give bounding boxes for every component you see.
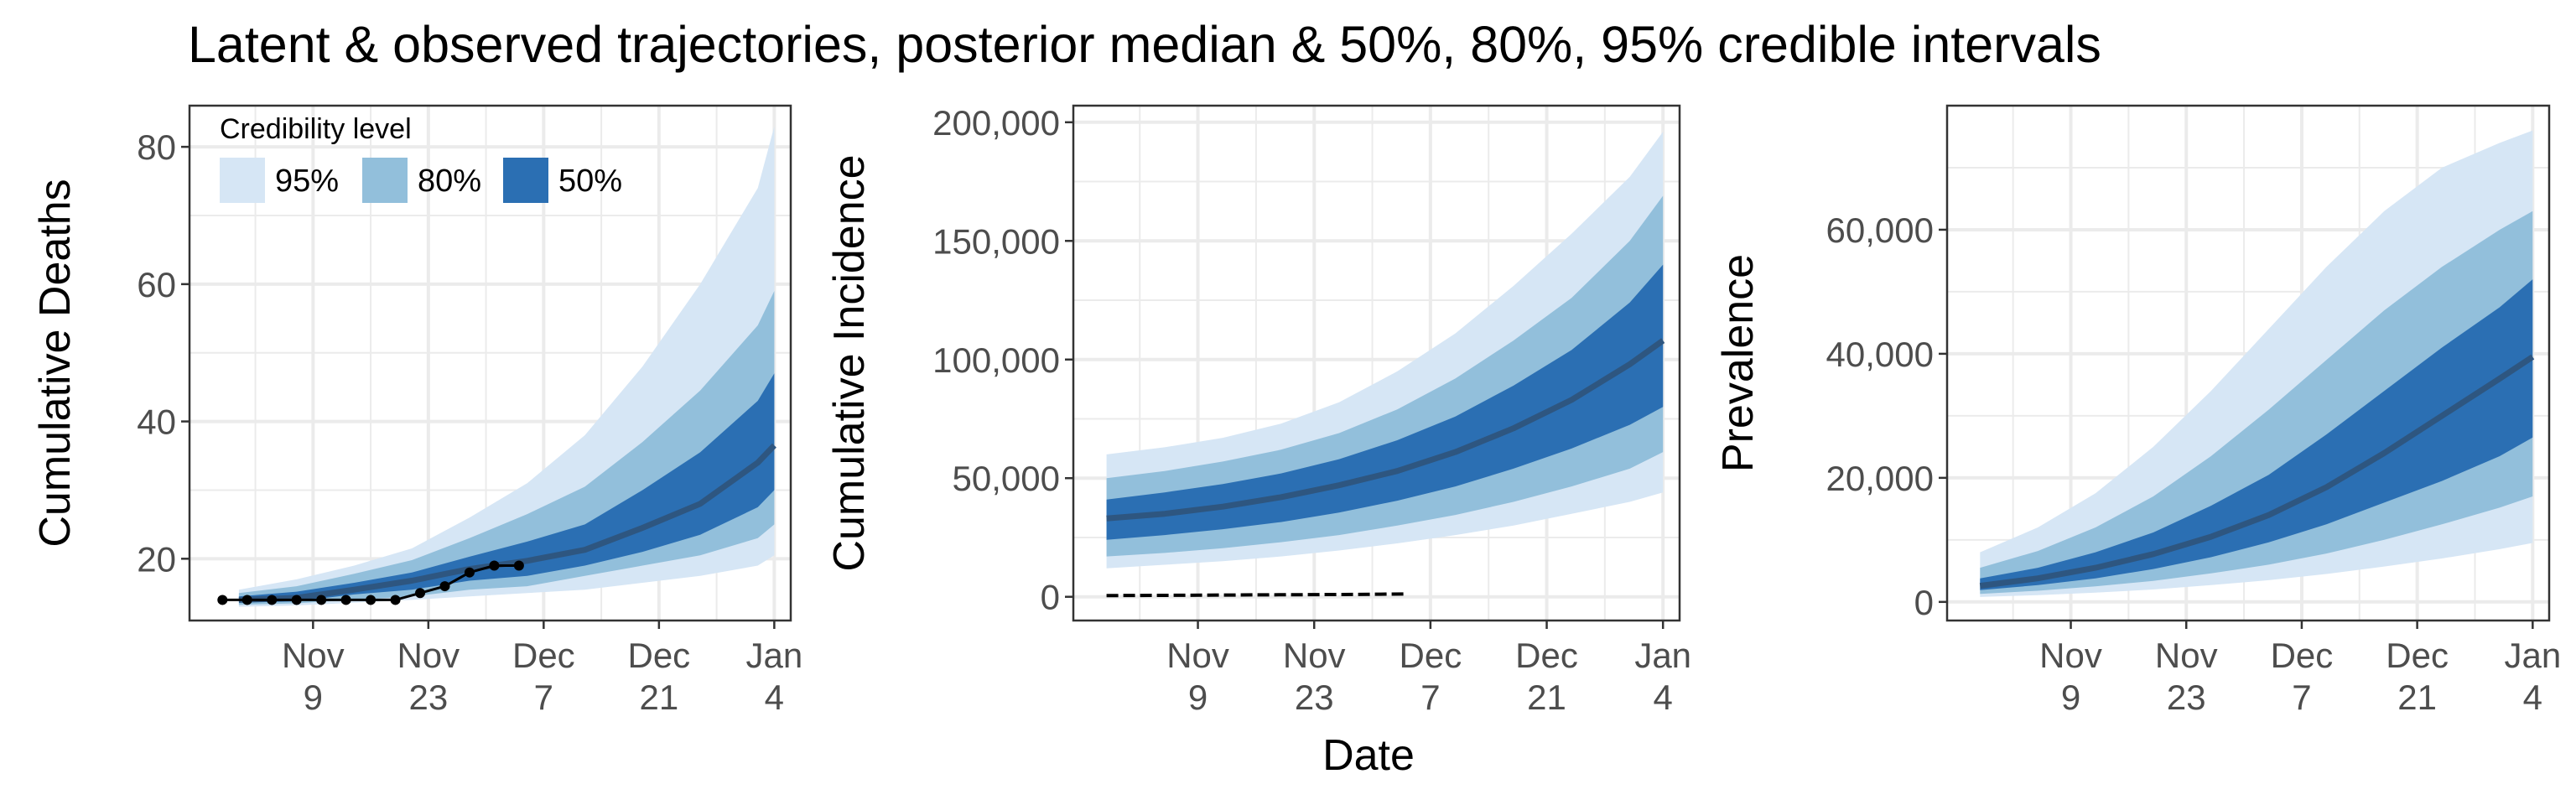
observed-point — [415, 588, 426, 599]
x-tick-label: 9 — [2061, 678, 2080, 717]
panel-border — [1072, 104, 1681, 622]
y-axis-label: Cumulative Deaths — [31, 179, 80, 547]
observed-point — [267, 595, 278, 605]
y-tick-label: 80 — [137, 127, 176, 167]
x-tick-label: 7 — [2292, 678, 2311, 717]
observed-point — [464, 567, 475, 578]
observed-point — [513, 560, 524, 571]
chart-title: Latent & observed trajectories, posterio… — [188, 16, 2101, 73]
observed-point — [390, 595, 401, 605]
y-axis-label: Cumulative Incidence — [825, 154, 874, 571]
panel-3: 020,00040,00060,000Nov9Nov23Dec7Dec21Jan… — [1714, 104, 2561, 717]
x-tick-label: 4 — [1654, 678, 1673, 717]
observed-point — [291, 595, 302, 605]
x-tick-label: 21 — [639, 678, 678, 717]
x-axis-label: Date — [1322, 731, 1415, 780]
x-tick-label: 21 — [2397, 678, 2437, 717]
panel-2: 050,000100,000150,000200,000Nov9Nov23Dec… — [825, 103, 1691, 717]
observed-point — [242, 595, 252, 605]
y-tick-label: 20 — [137, 539, 176, 579]
y-tick-label: 200,000 — [932, 103, 1060, 143]
y-tick-label: 50,000 — [953, 459, 1060, 498]
legend-swatch — [362, 158, 408, 203]
x-tick-label: Dec — [1515, 636, 1578, 675]
median-line — [1106, 338, 1665, 522]
x-tick-label: Dec — [627, 636, 690, 675]
x-tick-label: 7 — [1420, 678, 1440, 717]
legend-swatch — [220, 158, 265, 203]
x-tick-label: 23 — [2167, 678, 2206, 717]
legend-title: Credibility level — [220, 113, 412, 145]
x-tick-label: 23 — [1295, 678, 1334, 717]
y-tick-label: 150,000 — [932, 221, 1060, 261]
legend: Credibility level 95% 80% 50% — [220, 113, 622, 203]
observed-point — [366, 595, 377, 605]
y-tick-label: 0 — [1914, 583, 1934, 622]
x-tick-label: Dec — [512, 636, 575, 675]
x-tick-label: Nov — [1283, 636, 1346, 675]
band-50pct — [1980, 279, 2533, 590]
y-tick-label: 40,000 — [1826, 335, 1934, 374]
x-tick-label: Jan — [745, 636, 802, 675]
x-tick-label: 4 — [2523, 678, 2542, 717]
band-80pct — [1106, 195, 1664, 557]
x-tick-label: Jan — [1634, 636, 1691, 675]
median-line — [238, 443, 776, 603]
x-tick-label: Nov — [397, 636, 460, 675]
x-tick-label: 7 — [534, 678, 553, 717]
y-tick-label: 0 — [1041, 578, 1060, 617]
x-tick-label: 4 — [765, 678, 784, 717]
legend-label: 95% — [275, 164, 339, 199]
median-line — [1979, 354, 2535, 589]
x-tick-label: 23 — [408, 678, 448, 717]
legend-label: 50% — [558, 164, 622, 199]
panel-border — [188, 104, 792, 622]
legend-label: 80% — [418, 164, 481, 199]
panel-border — [1945, 104, 2551, 622]
legend-swatch — [503, 158, 548, 203]
y-tick-label: 40 — [137, 402, 176, 442]
x-tick-label: Dec — [2386, 636, 2449, 675]
x-tick-label: 9 — [304, 678, 323, 717]
observed-point — [340, 595, 351, 605]
observed-point — [316, 595, 327, 605]
observed-point — [439, 581, 450, 592]
x-tick-label: 21 — [1527, 678, 1566, 717]
x-tick-label: Nov — [2155, 636, 2218, 675]
y-axis-label: Prevalence — [1714, 254, 1763, 472]
panel-1: 20406080Nov9Nov23Dec7Dec21Jan4Cumulative… — [31, 104, 802, 717]
band-50pct — [238, 373, 775, 603]
x-tick-label: Nov — [2039, 636, 2102, 675]
y-tick-label: 60,000 — [1826, 210, 1934, 250]
y-tick-label: 60 — [137, 265, 176, 304]
x-tick-label: Jan — [2504, 636, 2561, 675]
y-tick-label: 20,000 — [1826, 459, 1934, 498]
x-tick-label: Dec — [1400, 636, 1462, 675]
x-tick-label: Nov — [282, 636, 345, 675]
x-tick-label: Dec — [2271, 636, 2334, 675]
y-tick-label: 100,000 — [932, 340, 1060, 380]
observed-point — [217, 595, 228, 605]
observed-point — [489, 560, 500, 571]
x-tick-label: 9 — [1188, 678, 1208, 717]
x-tick-label: Nov — [1166, 636, 1229, 675]
